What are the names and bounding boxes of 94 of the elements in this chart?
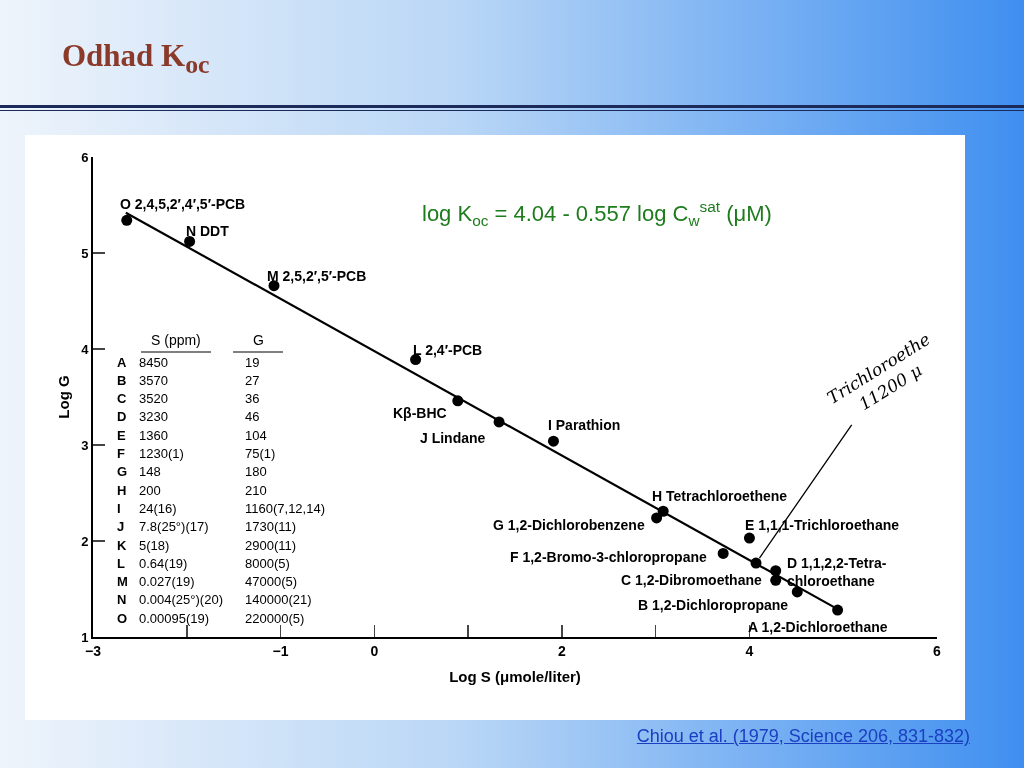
annotation: 0.004(25°)(20) bbox=[139, 592, 223, 607]
annotation: 1360 bbox=[139, 428, 168, 443]
annotation: E bbox=[117, 428, 126, 443]
point bbox=[651, 512, 663, 524]
annotation: L 2,4′-PCB bbox=[413, 342, 483, 358]
y-tick-label: 1 bbox=[81, 629, 89, 645]
annotation: 180 bbox=[245, 464, 267, 479]
annotation: G bbox=[253, 332, 264, 348]
annotation: F 1,2-Bromo-3-chloropropane bbox=[510, 549, 708, 565]
annotation: 148 bbox=[139, 464, 161, 479]
x-tick-label: −1 bbox=[272, 642, 289, 659]
point bbox=[770, 565, 782, 577]
y-tick-label: 2 bbox=[81, 533, 89, 549]
annotation: J bbox=[117, 519, 125, 534]
annotation: J Lindane bbox=[420, 430, 486, 446]
point bbox=[268, 280, 280, 292]
annotation: 24(16) bbox=[139, 501, 177, 516]
annotation: 200 bbox=[139, 483, 161, 498]
annotation: 0.64(19) bbox=[139, 556, 188, 571]
annotation: O 2,4,5,2′,4′,5′-PCB bbox=[120, 196, 246, 212]
annotation: 5(18) bbox=[139, 538, 170, 553]
annotation: 46 bbox=[245, 409, 260, 424]
point bbox=[547, 435, 559, 447]
annotation: M 2,5,2′,5′-PCB bbox=[267, 268, 367, 284]
annotation: 1160(7,12,14) bbox=[245, 501, 325, 516]
x-tick-label: 6 bbox=[933, 642, 942, 659]
annotation: N DDT bbox=[186, 223, 230, 239]
annotation: 27 bbox=[245, 373, 260, 388]
annotation: H Tetrachloroethene bbox=[652, 488, 788, 504]
annotation: G 1,2-Dichlorobenzene bbox=[493, 517, 645, 533]
y-tick-label: 6 bbox=[81, 149, 89, 165]
x-tick-label: 2 bbox=[557, 642, 566, 659]
annotation: 220000(5) bbox=[245, 611, 305, 626]
annotation: F bbox=[117, 446, 125, 461]
y-tick-label: 3 bbox=[81, 437, 89, 453]
annotation: 2900(11) bbox=[245, 538, 297, 553]
point bbox=[121, 214, 133, 226]
text: Chiou et al. (1979, Science 206, 831-832) bbox=[636, 726, 970, 747]
annotation: 8000(5) bbox=[245, 556, 290, 571]
y-tick-label: 5 bbox=[81, 245, 89, 261]
annotation: L bbox=[117, 556, 125, 571]
point bbox=[770, 574, 782, 586]
annotation: N bbox=[117, 592, 127, 607]
y-tick-label: 4 bbox=[81, 341, 90, 357]
annotation: H bbox=[117, 483, 127, 498]
point bbox=[452, 395, 464, 407]
annotation: 104 bbox=[245, 428, 267, 443]
y-axis-title: Log G bbox=[54, 375, 72, 419]
point bbox=[493, 416, 505, 428]
annotation: 3520 bbox=[139, 391, 168, 406]
annotation: D 1,1,2,2-Tetra- chloroethane bbox=[787, 555, 887, 590]
annotation: Kβ-BHC bbox=[393, 405, 447, 421]
point bbox=[743, 532, 755, 544]
annotation: B bbox=[117, 373, 127, 388]
point bbox=[750, 557, 762, 569]
chart-title: Odhad K$_{oc}$ bbox=[62, 38, 210, 81]
annotation: 210 bbox=[245, 483, 267, 498]
annotation: K bbox=[117, 538, 127, 553]
annotation: 7.8(25°)(17) bbox=[139, 519, 209, 534]
annotation: 8450 bbox=[139, 355, 168, 370]
point bbox=[657, 505, 669, 517]
annotation: O bbox=[117, 611, 128, 626]
annotation: 75(1) bbox=[245, 446, 276, 461]
annotation: 47000(5) bbox=[245, 574, 298, 589]
x-axis-title: Log S (μmole/liter) bbox=[449, 668, 581, 686]
annotation: A bbox=[117, 355, 127, 370]
point bbox=[832, 604, 844, 616]
annotation: B 1,2-Dichloropropane bbox=[638, 597, 789, 613]
x-tick-label: 0 bbox=[370, 642, 379, 659]
annotation: G bbox=[117, 464, 128, 479]
annotation: 1230(1) bbox=[139, 446, 184, 461]
annotation: I bbox=[117, 501, 121, 516]
point bbox=[410, 354, 422, 366]
point bbox=[717, 547, 729, 559]
annotation: 0.00095(19) bbox=[139, 611, 210, 626]
annotation: M bbox=[117, 574, 128, 589]
annotation: 19 bbox=[245, 355, 260, 370]
point bbox=[791, 586, 803, 598]
x-tick-label: 4 bbox=[745, 642, 754, 659]
annotation: I Parathion bbox=[548, 417, 621, 433]
annotation: log K$_{oc}$ = 4.04 - 0.557 log C$_{w}$$^{sat}$ (μM) bbox=[422, 198, 772, 229]
annotation: C 1,2-Dibromoethane bbox=[621, 572, 763, 588]
annotation: C bbox=[117, 391, 127, 406]
annotation: 3570 bbox=[139, 373, 168, 388]
x-tick-label: −3 bbox=[85, 642, 102, 659]
annotation: 140000(21) bbox=[245, 592, 312, 607]
annotation: A 1,2-Dichloroethane bbox=[748, 619, 888, 635]
point bbox=[184, 235, 196, 247]
annotation: 3230 bbox=[139, 409, 168, 424]
annotation: 0.027(19) bbox=[139, 574, 195, 589]
annotation: S (ppm) bbox=[151, 332, 201, 348]
annotation: 1730(11) bbox=[245, 519, 297, 534]
annotation: 36 bbox=[245, 391, 260, 406]
annotation: D bbox=[117, 409, 127, 424]
